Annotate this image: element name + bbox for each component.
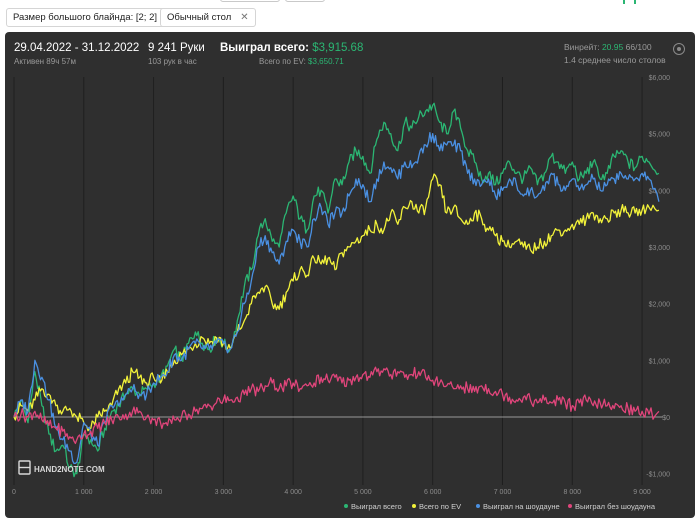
y-tick-label: $5,000 xyxy=(649,132,671,139)
hand2note-logo: HAND2NOTE.COM xyxy=(18,460,105,475)
legend-label: Выиграл всего xyxy=(351,502,402,511)
legend-label: Выиграл без шоудауна xyxy=(575,502,656,511)
winrate: Винрейт: 20.95 66/100 xyxy=(564,42,652,52)
close-icon[interactable]: ✕ xyxy=(240,12,249,23)
x-tick-label: 3 000 xyxy=(215,489,233,496)
legend-marker xyxy=(568,504,572,508)
ev-label: Всего по EV: xyxy=(259,57,306,66)
legend-label: Выиграл на шоудауне xyxy=(483,502,560,511)
x-tick-label: 4 000 xyxy=(284,489,302,496)
y-tick-label: $4,000 xyxy=(649,188,671,195)
active-time: Активен 89ч 57м xyxy=(14,57,76,66)
series-line xyxy=(13,173,660,432)
y-tick-label: $0 xyxy=(662,415,670,422)
avg-tables: 1.4 среднее число столов xyxy=(564,55,666,65)
hands-count: 9 241 Руки xyxy=(148,42,205,54)
legend-marker xyxy=(476,504,480,508)
y-tick-label: $6,000 xyxy=(649,75,671,82)
series-line xyxy=(13,102,660,478)
ev-summary: Всего по EV: $3,650.71 xyxy=(259,57,344,66)
series-line xyxy=(13,366,660,445)
filter-chip-label: Размер большого блайнда: [2; 2] xyxy=(13,12,158,23)
series-line xyxy=(13,132,660,465)
filter-chip-label: Обычный стол xyxy=(167,12,232,23)
chart-grid xyxy=(13,77,663,485)
legend-marker xyxy=(412,504,416,508)
x-tick-label: 5 000 xyxy=(354,489,372,496)
partial-control[interactable] xyxy=(220,0,280,2)
winrate-suffix: 66/100 xyxy=(625,42,652,52)
x-tick-label: 7 000 xyxy=(494,489,512,496)
legend-label: Всего по EV xyxy=(419,502,461,511)
y-axis-ticks: -$1,000 $0 $1,000 $2,000 $3,000 $4,000 $5,000 $… xyxy=(646,75,670,479)
won-total-summary: Выиграл всего: $3,915.68 xyxy=(220,42,363,54)
chart-series xyxy=(13,102,660,478)
green-marker xyxy=(634,0,636,4)
won-total-label: Выиграл всего: xyxy=(220,42,309,54)
won-total-value: $3,915.68 xyxy=(312,42,364,54)
x-tick-label: 0 xyxy=(12,489,16,496)
winrate-label: Винрейт: xyxy=(564,42,600,52)
x-axis-ticks: 0 1 000 2 000 3 000 4 000 5 000 6 000 7 000 8 00… xyxy=(12,489,651,496)
gear-icon[interactable] xyxy=(673,43,685,55)
partial-button[interactable] xyxy=(285,0,325,2)
winrate-value: 20.95 xyxy=(601,42,624,52)
y-tick-label: $2,000 xyxy=(649,302,671,309)
hands-rate: 103 рук в час xyxy=(148,57,197,66)
filter-chip-big-blind[interactable]: Размер большого блайнда: [2; 2] ✕ xyxy=(6,8,182,27)
x-tick-label: 9 000 xyxy=(633,489,651,496)
graph-panel: 29.04.2022 - 31.12.2022 Активен 89ч 57м … xyxy=(5,32,695,518)
y-tick-label: -$1,000 xyxy=(646,472,670,479)
y-tick-label: $3,000 xyxy=(649,245,671,252)
logo-text: HAND2NOTE.COM xyxy=(34,465,105,474)
top-filter-bar: Размер большого блайнда: [2; 2] ✕ Обычны… xyxy=(0,0,700,32)
chart-legend: Выиграл всего Всего по EV Выиграл на шоуда… xyxy=(344,502,656,511)
profit-chart: -$1,000 $0 $1,000 $2,000 $3,000 $4,000 $5,000 $… xyxy=(12,75,670,511)
legend-marker xyxy=(344,504,348,508)
x-tick-label: 1 000 xyxy=(75,489,93,496)
date-range: 29.04.2022 - 31.12.2022 xyxy=(14,42,140,54)
x-tick-label: 2 000 xyxy=(145,489,163,496)
filter-chip-regular-table[interactable]: Обычный стол ✕ xyxy=(160,8,256,27)
x-tick-label: 6 000 xyxy=(424,489,442,496)
x-tick-label: 8 000 xyxy=(564,489,582,496)
ev-value: $3,650.71 xyxy=(308,57,344,66)
green-marker xyxy=(623,0,625,4)
y-tick-label: $1,000 xyxy=(649,358,671,365)
